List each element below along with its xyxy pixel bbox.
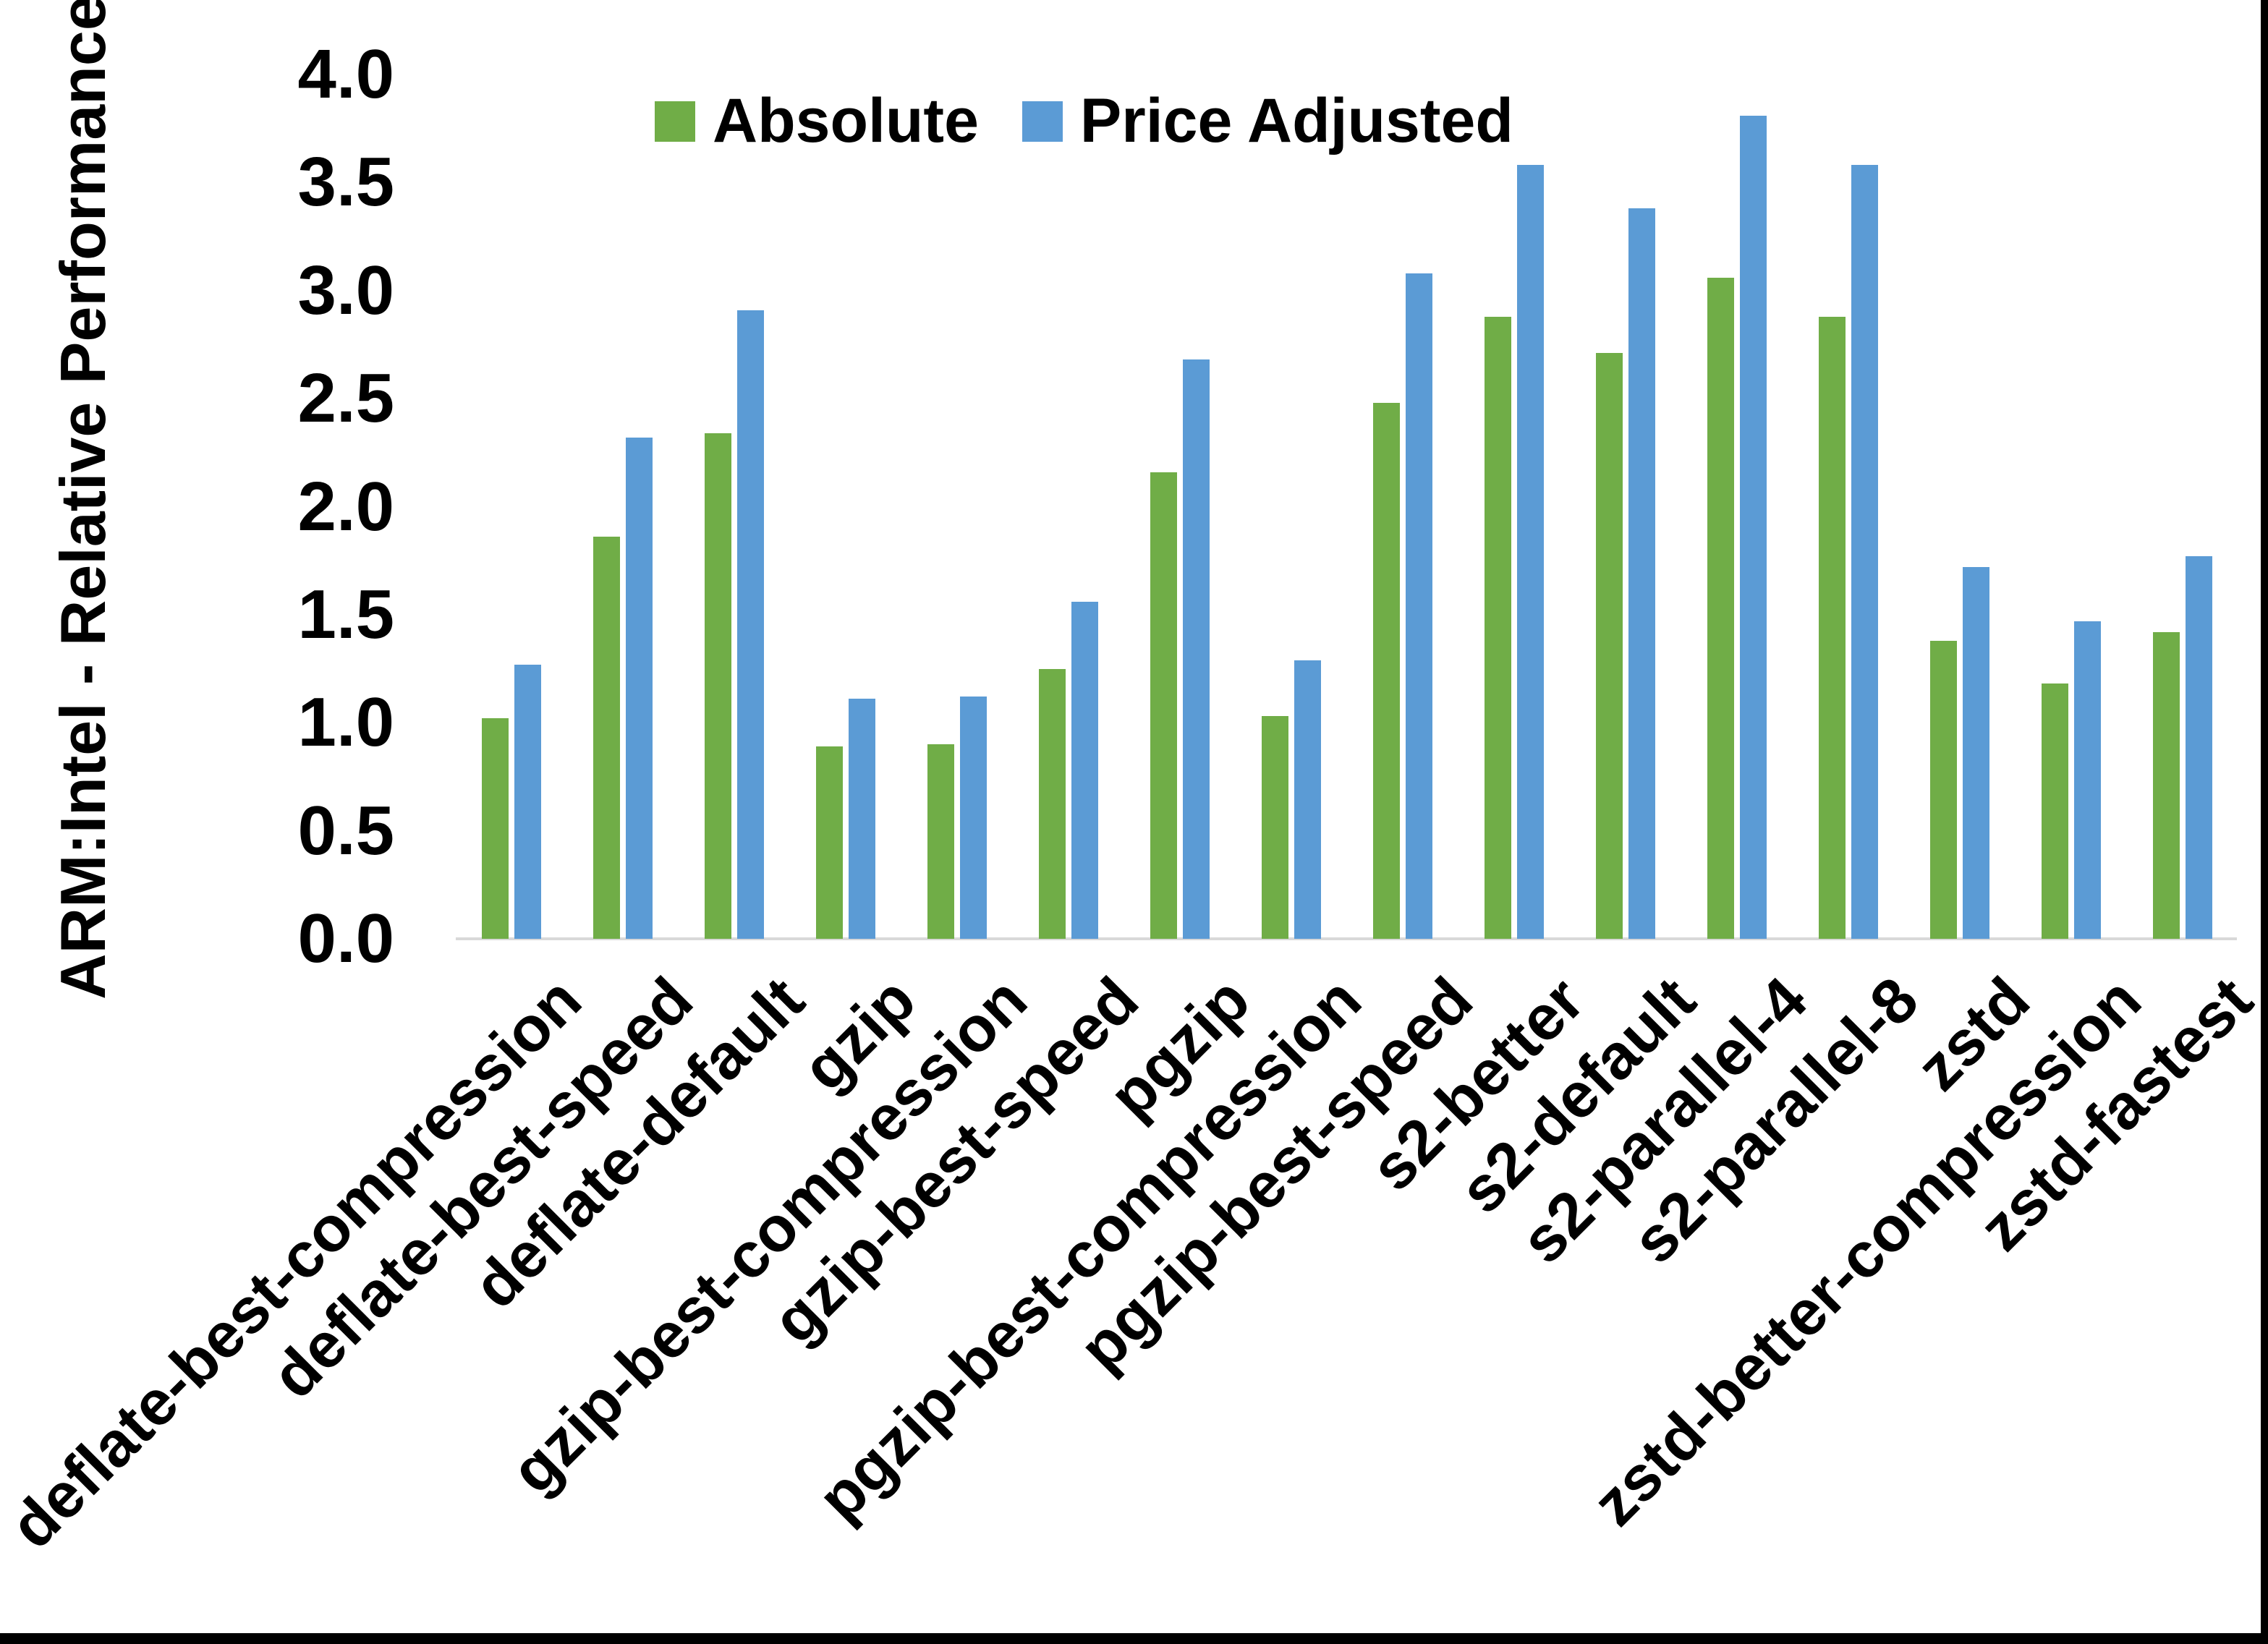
- y-tick-label-0.0: 0.0: [297, 900, 394, 977]
- y-tick-label-1.0: 1.0: [297, 683, 394, 762]
- y-tick-label-2.0: 2.0: [297, 467, 394, 545]
- bar-price-adjusted-s2-better: [1517, 165, 1544, 939]
- window-edge-right: [2261, 0, 2268, 1644]
- bar-price-adjusted-deflate-default: [737, 310, 764, 939]
- bar-price-adjusted-gzip-best-compression: [960, 697, 987, 939]
- bar-absolute-pgzip-best-compression: [1262, 716, 1288, 939]
- bar-price-adjusted-pgzip-best-speed: [1406, 273, 1432, 939]
- bar-price-adjusted-zstd: [1963, 567, 1989, 939]
- bar-absolute-deflate-default: [705, 433, 731, 939]
- y-tick-label-1.5: 1.5: [297, 575, 394, 653]
- bar-absolute-pgzip: [1150, 472, 1177, 939]
- bar-price-adjusted-gzip-best-speed: [1071, 601, 1098, 939]
- legend-item-absolute: Absolute: [655, 85, 979, 157]
- y-tick-label-2.5: 2.5: [297, 359, 394, 438]
- y-tick-label-3.0: 3.0: [297, 251, 394, 329]
- y-tick-label-3.5: 3.5: [297, 143, 394, 221]
- bar-absolute-s2-parallel-8: [1819, 316, 1846, 939]
- bar-price-adjusted-zstd-better-compression: [2074, 621, 2101, 939]
- bar-absolute-pgzip-best-speed: [1373, 403, 1400, 939]
- bar-absolute-s2-better: [1485, 316, 1511, 939]
- bar-absolute-zstd-fastest: [2153, 631, 2180, 939]
- legend-swatch-price-adjusted-icon: [1022, 101, 1063, 142]
- x-axis-line: [456, 937, 2237, 940]
- y-tick-label-0.5: 0.5: [297, 791, 394, 869]
- bar-price-adjusted-s2-parallel-4: [1740, 115, 1767, 939]
- bar-absolute-zstd-better-compression: [2042, 683, 2068, 939]
- bar-absolute-gzip-best-compression: [927, 744, 954, 939]
- legend-item-price-adjusted: Price Adjusted: [1022, 85, 1513, 157]
- bar-absolute-s2-parallel-4: [1707, 277, 1734, 939]
- bar-absolute-deflate-best-compression: [482, 718, 509, 939]
- bar-price-adjusted-pgzip: [1183, 359, 1210, 939]
- bar-price-adjusted-zstd-fastest: [2186, 556, 2212, 939]
- bar-price-adjusted-pgzip-best-compression: [1294, 660, 1321, 939]
- bar-absolute-gzip: [816, 746, 843, 939]
- bar-price-adjusted-gzip: [849, 699, 875, 939]
- legend-label-absolute: Absolute: [713, 86, 979, 156]
- bar-absolute-zstd: [1930, 640, 1957, 939]
- bar-price-adjusted-deflate-best-speed: [626, 437, 653, 939]
- bar-price-adjusted-s2-default: [1628, 208, 1655, 939]
- bar-price-adjusted-s2-parallel-8: [1851, 165, 1878, 939]
- legend-swatch-absolute-icon: [655, 101, 695, 142]
- legend-label-price-adjusted: Price Adjusted: [1079, 86, 1513, 156]
- legend: Absolute Price Adjusted: [655, 85, 1513, 157]
- y-tick-label-4.0: 4.0: [297, 35, 394, 113]
- bar-absolute-gzip-best-speed: [1039, 668, 1066, 939]
- bar-price-adjusted-deflate-best-compression: [514, 664, 541, 939]
- window-edge-bottom: [0, 1633, 2268, 1644]
- bar-absolute-s2-default: [1596, 353, 1623, 939]
- bar-absolute-deflate-best-speed: [593, 537, 620, 939]
